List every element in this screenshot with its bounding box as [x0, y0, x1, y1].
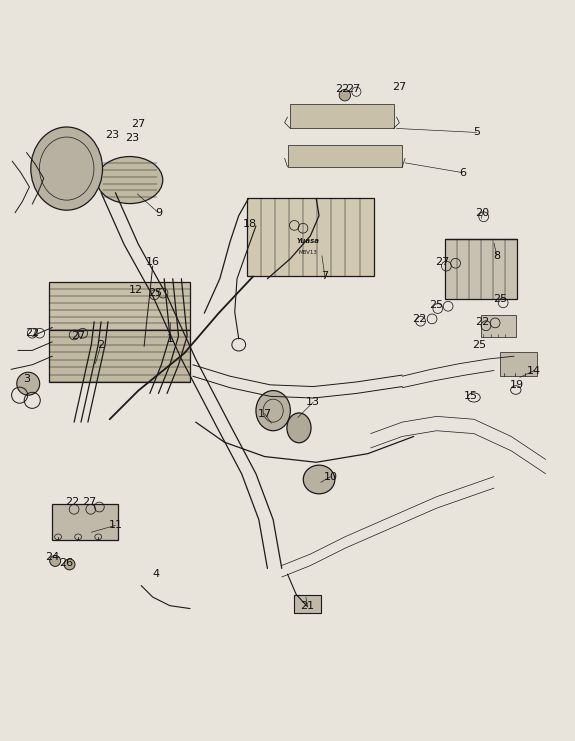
Text: 6: 6	[459, 167, 466, 178]
Bar	[481, 316, 516, 337]
Text: 22: 22	[66, 497, 79, 508]
Text: 4: 4	[152, 569, 159, 579]
Text: 22: 22	[335, 84, 349, 94]
Text: 27: 27	[435, 256, 450, 267]
Text: 22: 22	[476, 316, 490, 327]
Ellipse shape	[156, 284, 187, 296]
Text: 27: 27	[71, 331, 85, 341]
Ellipse shape	[64, 559, 75, 570]
Text: 27: 27	[82, 497, 97, 508]
Ellipse shape	[287, 413, 311, 443]
Text: 16: 16	[145, 256, 160, 267]
Ellipse shape	[17, 372, 40, 395]
Text: 11: 11	[109, 520, 122, 531]
Ellipse shape	[156, 304, 187, 316]
Ellipse shape	[339, 90, 351, 101]
Bar	[290, 104, 394, 128]
Text: 23: 23	[125, 133, 140, 143]
Ellipse shape	[31, 127, 102, 210]
Text: 27: 27	[131, 119, 145, 129]
Text: 22: 22	[412, 314, 427, 324]
Text: 19: 19	[510, 380, 524, 390]
Text: 24: 24	[45, 552, 59, 562]
Ellipse shape	[97, 156, 163, 204]
Text: 27: 27	[392, 82, 407, 92]
Bar	[445, 239, 517, 299]
Text: 15: 15	[464, 391, 478, 402]
Text: 8: 8	[493, 250, 500, 261]
Text: 27: 27	[346, 84, 361, 94]
Text: 25: 25	[148, 288, 163, 298]
Text: 14: 14	[527, 365, 541, 376]
Text: 20: 20	[476, 207, 489, 218]
Text: 12: 12	[128, 285, 143, 295]
Text: MBV13: MBV13	[298, 250, 317, 256]
Text: 2: 2	[98, 339, 105, 350]
Text: Yuasa: Yuasa	[296, 239, 319, 245]
Bar	[247, 199, 374, 276]
Text: 1: 1	[166, 334, 174, 344]
Text: 13: 13	[306, 397, 320, 407]
Bar	[294, 595, 321, 613]
Bar	[49, 282, 190, 330]
Text: 25: 25	[493, 293, 507, 304]
Ellipse shape	[50, 556, 60, 566]
Ellipse shape	[156, 324, 187, 336]
Text: 5: 5	[473, 127, 480, 137]
Text: 26: 26	[60, 558, 74, 568]
Text: 7: 7	[321, 271, 328, 281]
Bar	[500, 352, 537, 376]
Text: 10: 10	[324, 471, 338, 482]
Bar	[52, 504, 118, 539]
Text: 21: 21	[301, 601, 315, 611]
Text: 3: 3	[23, 374, 30, 384]
Text: 17: 17	[258, 408, 271, 419]
Ellipse shape	[303, 465, 335, 494]
Bar	[49, 330, 190, 382]
Text: 9: 9	[155, 207, 162, 218]
Bar	[288, 145, 402, 167]
Text: 22: 22	[25, 328, 39, 338]
Text: 25: 25	[473, 339, 486, 350]
Text: 23: 23	[105, 130, 120, 140]
Text: 25: 25	[430, 299, 444, 310]
Ellipse shape	[256, 391, 290, 431]
Text: 18: 18	[243, 219, 257, 229]
